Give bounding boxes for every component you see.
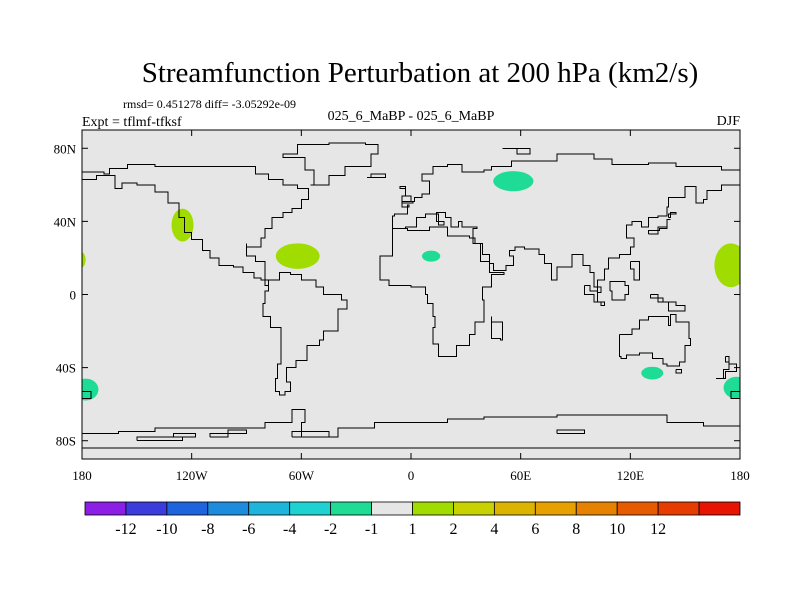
- coastline-8: [618, 314, 692, 367]
- coastline-1: [262, 272, 348, 396]
- colorbar-box-13: [616, 501, 659, 516]
- colorbar-box-3: [207, 501, 250, 516]
- coastline-23: [291, 431, 330, 438]
- coastline-4: [392, 153, 740, 229]
- colorbar-box-12: [575, 501, 618, 516]
- coastline-25: [227, 429, 247, 434]
- colorbar-label-0: -12: [115, 521, 136, 538]
- anomaly-layer: [82, 171, 740, 401]
- colorbar-box-9: [453, 501, 495, 516]
- coastline-17: [490, 316, 503, 341]
- colorbar-label-13: 12: [650, 521, 666, 538]
- coastline-28: [730, 390, 740, 400]
- anomaly-region-5: [421, 250, 441, 262]
- colorbar-label-12: 10: [609, 521, 625, 538]
- colorbar-label-11: 8: [572, 521, 580, 538]
- colorbar: -12 -10 -8 -6 -4 -2 -1 1 2 4 6 8 10 12: [84, 501, 741, 538]
- x-tick-label-5: 120E: [617, 468, 645, 483]
- colorbar-box-11: [534, 501, 577, 516]
- x-tick-label-2: 60W: [289, 468, 315, 483]
- colorbar-box-7: [371, 501, 413, 516]
- coastline-9: [675, 368, 682, 374]
- coastline-5: [392, 181, 740, 294]
- anomaly-region-8: [723, 376, 740, 399]
- anomaly-region-1: [275, 243, 320, 269]
- colorbar-label-10: 6: [531, 521, 539, 538]
- coastline-7: [367, 173, 386, 178]
- anomaly-region-3: [82, 252, 86, 268]
- coastline-27: [82, 390, 92, 400]
- coastline-26: [556, 429, 586, 434]
- x-tick-label-3: 0: [408, 468, 415, 483]
- axes: 180 120W 60W 0 60E 120E 180 80N 40N 0 40S 80S: [54, 130, 750, 483]
- colorbar-box-14: [657, 501, 700, 516]
- x-tick-label-0: 180: [72, 468, 92, 483]
- colorbar-label-1: -10: [156, 521, 177, 538]
- x-tick-label-6: 180: [730, 468, 750, 483]
- colorbar-box-15: [698, 501, 741, 516]
- y-tick-label-3: 40S: [56, 361, 76, 376]
- colorbar-box-1: [125, 501, 168, 516]
- colorbar-box-2: [166, 501, 209, 516]
- coastline-0: [82, 164, 310, 286]
- anomaly-region-6: [641, 366, 664, 380]
- colorbar-box-4: [248, 501, 291, 516]
- colorbar-label-7: 1: [409, 521, 417, 538]
- coastline-12: [584, 284, 606, 306]
- comparison-label: 025_6_MaBP - 025_6_MaBP: [328, 109, 495, 124]
- experiment-label: Expt = tflmf-tfksf: [82, 115, 182, 130]
- coastline-16: [629, 261, 640, 281]
- anomaly-region-7: [82, 378, 99, 401]
- colorbar-box-6: [330, 501, 372, 516]
- colorbar-box-8: [412, 501, 454, 516]
- colorbar-label-2: -8: [201, 521, 214, 538]
- coastline-24: [172, 432, 196, 438]
- x-tick-label-4: 60E: [510, 468, 531, 483]
- plot-area: [82, 130, 740, 459]
- coastline-3: [379, 226, 505, 358]
- y-tick-label-1: 40N: [54, 214, 77, 229]
- anomaly-region-0: [171, 208, 194, 242]
- x-tick-label-1: 120W: [176, 468, 209, 483]
- coastline-10: [716, 356, 737, 380]
- colorbar-label-8: 2: [449, 521, 457, 538]
- coastline-13: [609, 281, 629, 301]
- y-tick-label-0: 80N: [54, 141, 77, 156]
- y-tick-label-4: 80S: [56, 434, 76, 449]
- season-label: DJF: [717, 114, 741, 129]
- y-tick-label-2: 0: [70, 288, 77, 303]
- colorbar-label-9: 4: [490, 521, 498, 538]
- colorbar-box-10: [493, 501, 536, 516]
- stats-label: rmsd= 0.451278 diff= -3.05292e-09: [123, 97, 296, 111]
- coastline-19: [82, 409, 740, 438]
- coastline-14: [648, 219, 671, 235]
- colorbar-label-3: -6: [242, 521, 255, 538]
- chart-title: Streamfunction Perturbation at 200 hPa (…: [142, 57, 699, 89]
- coastline-15: [668, 211, 677, 219]
- coastline-2: [282, 142, 379, 186]
- coastline-11: [649, 294, 686, 312]
- anomaly-region-2: [714, 243, 740, 288]
- colorbar-label-5: -2: [324, 521, 337, 538]
- anomaly-region-4: [493, 171, 534, 192]
- colorbar-box-0: [84, 501, 127, 516]
- coastline-18: [502, 147, 531, 155]
- colorbar-box-5: [289, 501, 332, 516]
- coastline-layer: [82, 142, 740, 449]
- colorbar-label-6: -1: [365, 521, 378, 538]
- colorbar-label-4: -4: [283, 521, 296, 538]
- coastline-6: [399, 186, 414, 204]
